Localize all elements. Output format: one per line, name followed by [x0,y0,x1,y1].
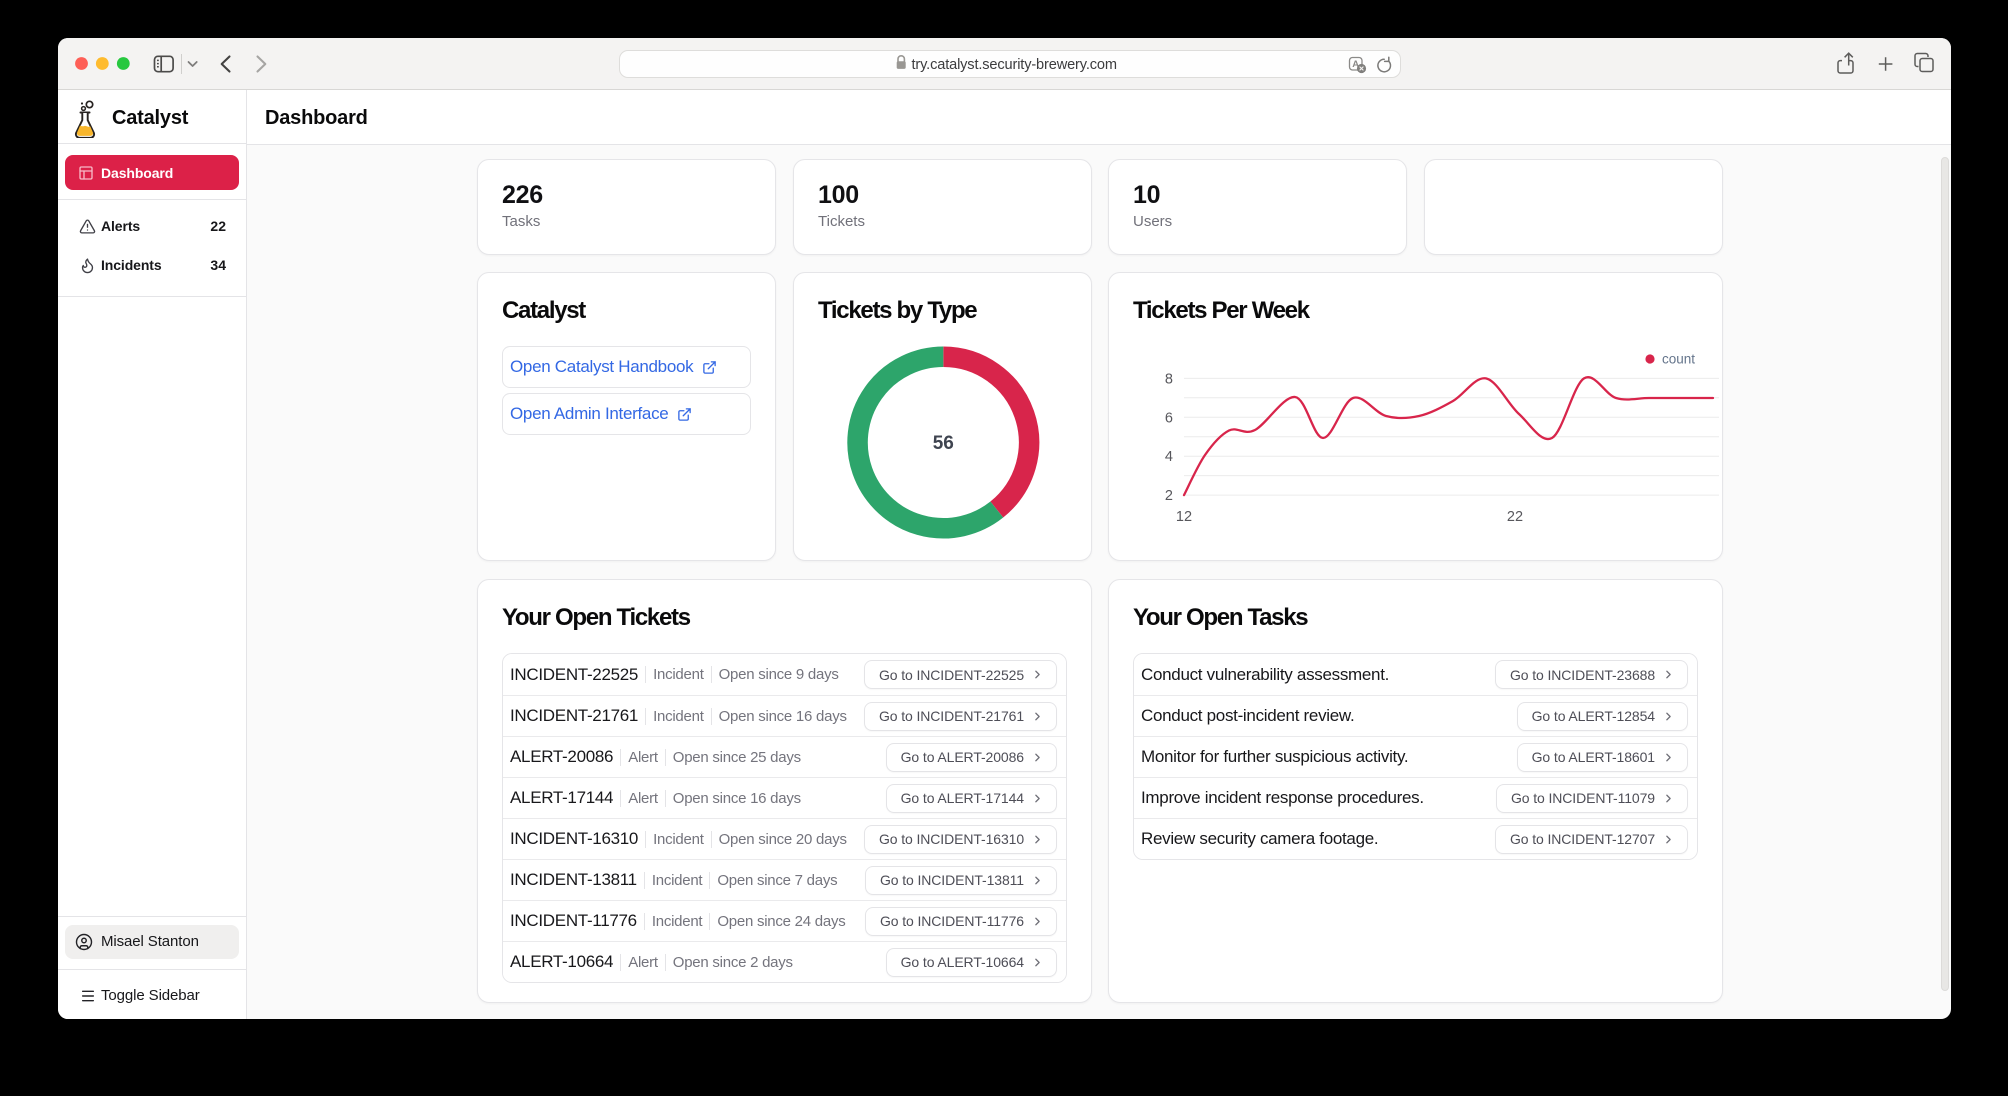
svg-text:count: count [1662,352,1695,367]
svg-text:6: 6 [1165,410,1173,426]
svg-text:12: 12 [1176,509,1192,525]
svg-text:4: 4 [1165,449,1173,465]
svg-text:56: 56 [933,433,954,454]
svg-text:A: A [1352,59,1359,70]
svg-text:22: 22 [1507,509,1523,525]
svg-text:8: 8 [1165,371,1173,387]
svg-text:try.catalyst.security-brewery.: try.catalyst.security-brewery.com [912,57,1117,73]
svg-text:2: 2 [1165,488,1173,504]
